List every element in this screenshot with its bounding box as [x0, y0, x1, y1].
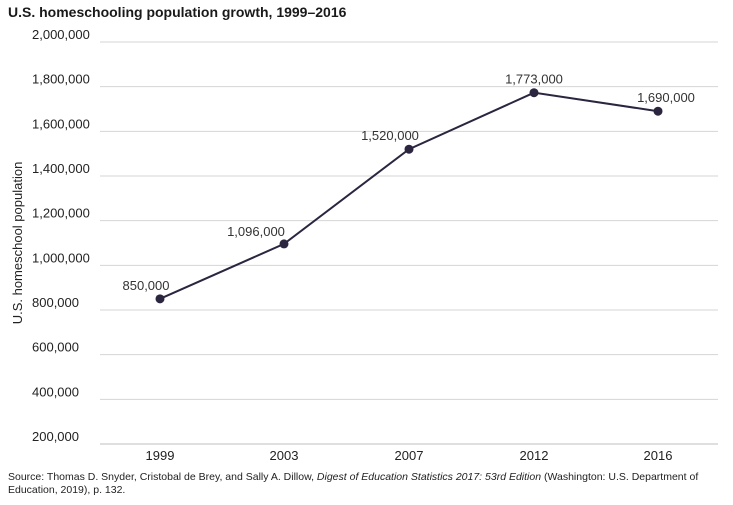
data-label: 1,773,000 [505, 72, 563, 87]
y-tick-label: 1,800,000 [32, 72, 90, 87]
line-chart: 200,000 400,000 600,000 800,000 1,000,000 1,2… [10, 27, 718, 463]
source-title: Digest of Education Statistics 2017: 53r… [316, 471, 542, 483]
y-tick-label: 1,600,000 [32, 116, 90, 131]
x-tick-labels: 1999 2003 2007 2012 2016 [146, 448, 673, 463]
series-line [159, 91, 659, 300]
y-tick-labels: 200,000 400,000 600,000 800,000 1,000,000 1,2… [32, 27, 90, 444]
source-prefix: Source: Thomas D. Snyder, Cristobal de B… [8, 471, 317, 483]
data-labels: 850,000 1,096,000 1,520,000 1,773,000 1,690,… [123, 72, 695, 293]
data-point [653, 106, 663, 116]
x-tick-label: 2003 [270, 448, 299, 463]
y-tick-label: 400,000 [32, 384, 79, 399]
source-note: Source: Thomas D. Snyder, Cristobal de B… [8, 471, 726, 497]
x-tick-label: 1999 [146, 448, 175, 463]
data-label: 850,000 [123, 278, 170, 293]
x-tick-label: 2016 [644, 448, 673, 463]
gridlines [100, 41, 718, 445]
y-tick-label: 1,000,000 [32, 250, 90, 265]
source-suffix: (Washington: U.S. Department of Educatio… [8, 471, 699, 496]
y-tick-label: 200,000 [32, 429, 79, 444]
y-tick-label: 1,400,000 [32, 161, 90, 176]
x-tick-label: 2007 [395, 448, 424, 463]
y-tick-label: 800,000 [32, 295, 79, 310]
data-label: 1,690,000 [637, 90, 695, 105]
y-tick-label: 2,000,000 [32, 27, 90, 42]
y-axis-label: U.S. homeschool population [10, 162, 25, 325]
y-tick-label: 1,200,000 [32, 206, 90, 221]
data-point [529, 88, 539, 98]
data-label: 1,520,000 [361, 128, 419, 143]
data-points [155, 88, 663, 304]
data-point [279, 239, 289, 249]
data-point [155, 294, 165, 304]
data-point [404, 144, 414, 154]
y-tick-label: 600,000 [32, 340, 79, 355]
chart-title: U.S. homeschooling population growth, 19… [8, 4, 347, 20]
x-tick-label: 2012 [520, 448, 549, 463]
data-label: 1,096,000 [227, 224, 285, 239]
